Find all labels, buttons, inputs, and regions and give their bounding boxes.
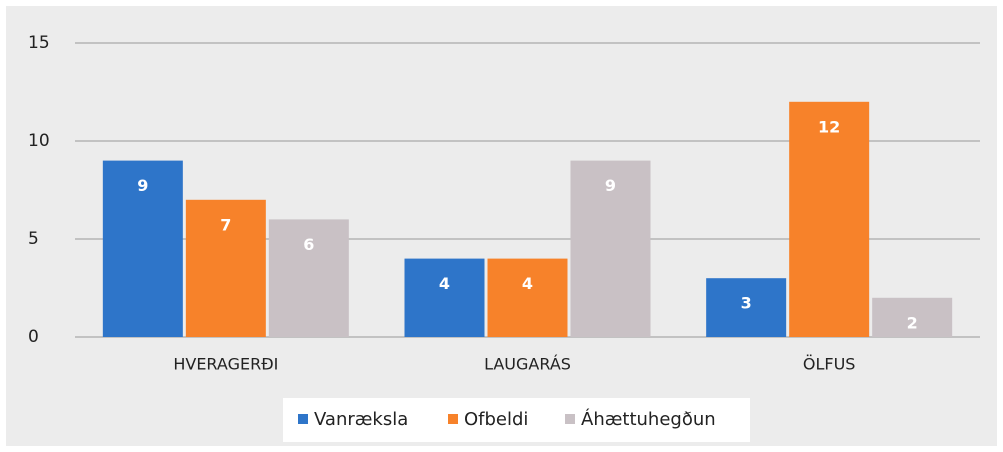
- legend-swatch: [298, 414, 308, 424]
- legend-label: Áhættuhegðun: [581, 408, 716, 430]
- bar: [404, 258, 485, 337]
- data-label: 4: [522, 274, 533, 293]
- data-label: 6: [303, 235, 314, 254]
- legend-swatch: [565, 414, 575, 424]
- data-label: 9: [137, 176, 148, 195]
- y-tick-label: 5: [28, 229, 39, 249]
- x-tick-label: HVERAGERÐI: [173, 355, 278, 374]
- bar: [185, 199, 266, 337]
- legend-label: Ofbeldi: [464, 409, 528, 430]
- bar: [789, 101, 870, 337]
- bar: [102, 160, 183, 337]
- legend-label: Vanræksla: [314, 409, 408, 430]
- x-tick-label: ÖLFUS: [803, 355, 856, 374]
- y-tick-label: 0: [28, 327, 39, 347]
- bar: [487, 258, 568, 337]
- x-tick-label: LAUGARÁS: [484, 355, 571, 374]
- bar: [268, 219, 349, 337]
- data-label: 9: [605, 176, 616, 195]
- data-label: 2: [907, 313, 918, 332]
- bar: [872, 297, 953, 337]
- data-label: 4: [439, 274, 450, 293]
- data-label: 7: [220, 215, 231, 234]
- y-tick-label: 10: [28, 131, 50, 151]
- data-label: 3: [741, 294, 752, 313]
- data-label: 12: [818, 117, 840, 136]
- legend-box: [283, 398, 750, 442]
- y-tick-label: 15: [28, 33, 50, 53]
- legend-swatch: [448, 414, 458, 424]
- bar: [706, 278, 787, 337]
- bar: [570, 160, 651, 337]
